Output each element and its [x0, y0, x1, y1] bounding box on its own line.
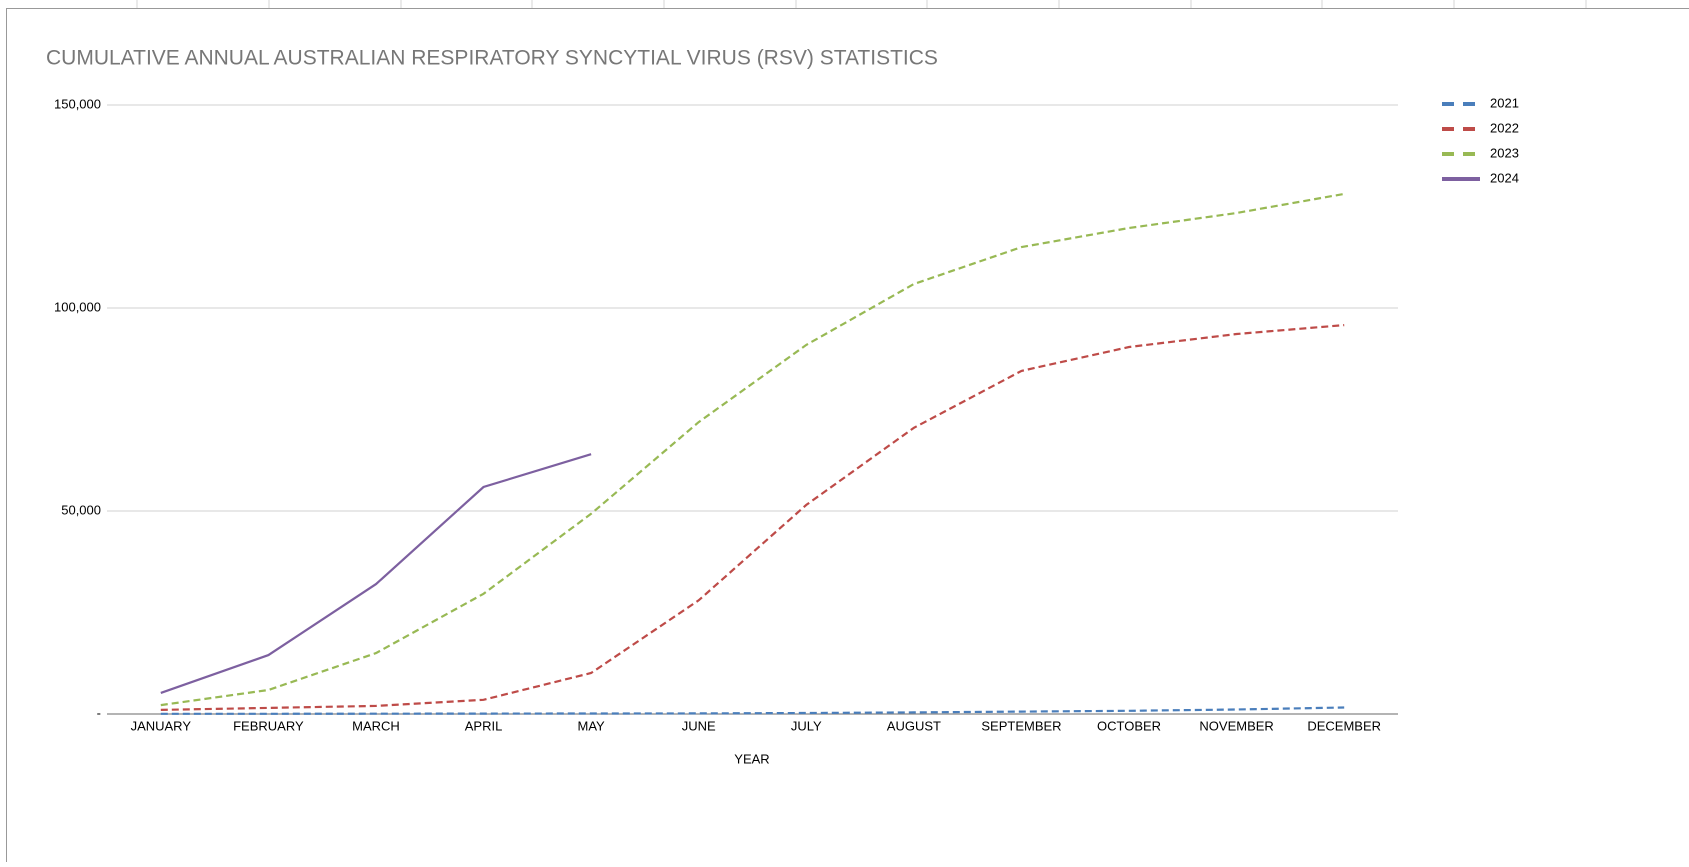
x-tick-label: JUNE [682, 718, 716, 733]
legend-label: 2022 [1490, 120, 1519, 135]
x-tick-label: AUGUST [887, 718, 941, 733]
x-tick-label: APRIL [465, 718, 503, 733]
x-tick-label: NOVEMBER [1199, 718, 1273, 733]
series-line [161, 454, 591, 693]
y-tick-label: 150,000 [54, 96, 101, 111]
chart-border [7, 9, 1689, 863]
series-line [161, 194, 1344, 705]
x-tick-label: SEPTEMBER [981, 718, 1061, 733]
spreadsheet-columns [137, 0, 1586, 8]
y-tick-label: 100,000 [54, 299, 101, 314]
x-tick-label: MAY [578, 718, 606, 733]
series-line [161, 708, 1344, 714]
chart-title: CUMULATIVE ANNUAL AUSTRALIAN RESPIRATORY… [46, 47, 938, 70]
legend-label: 2023 [1490, 145, 1519, 160]
legend-label: 2024 [1490, 170, 1519, 185]
x-tick-label: JANUARY [131, 718, 192, 733]
x-tick-label: OCTOBER [1097, 718, 1161, 733]
x-tick-label: FEBRUARY [233, 718, 304, 733]
x-tick-label: DECEMBER [1307, 718, 1381, 733]
x-axis-label: YEAR [734, 751, 769, 766]
legend-label: 2021 [1490, 95, 1519, 110]
y-tick-label: 50,000 [61, 502, 101, 517]
y-tick-label: - [97, 705, 101, 720]
x-tick-label: JULY [791, 718, 822, 733]
x-tick-label: MARCH [352, 718, 400, 733]
